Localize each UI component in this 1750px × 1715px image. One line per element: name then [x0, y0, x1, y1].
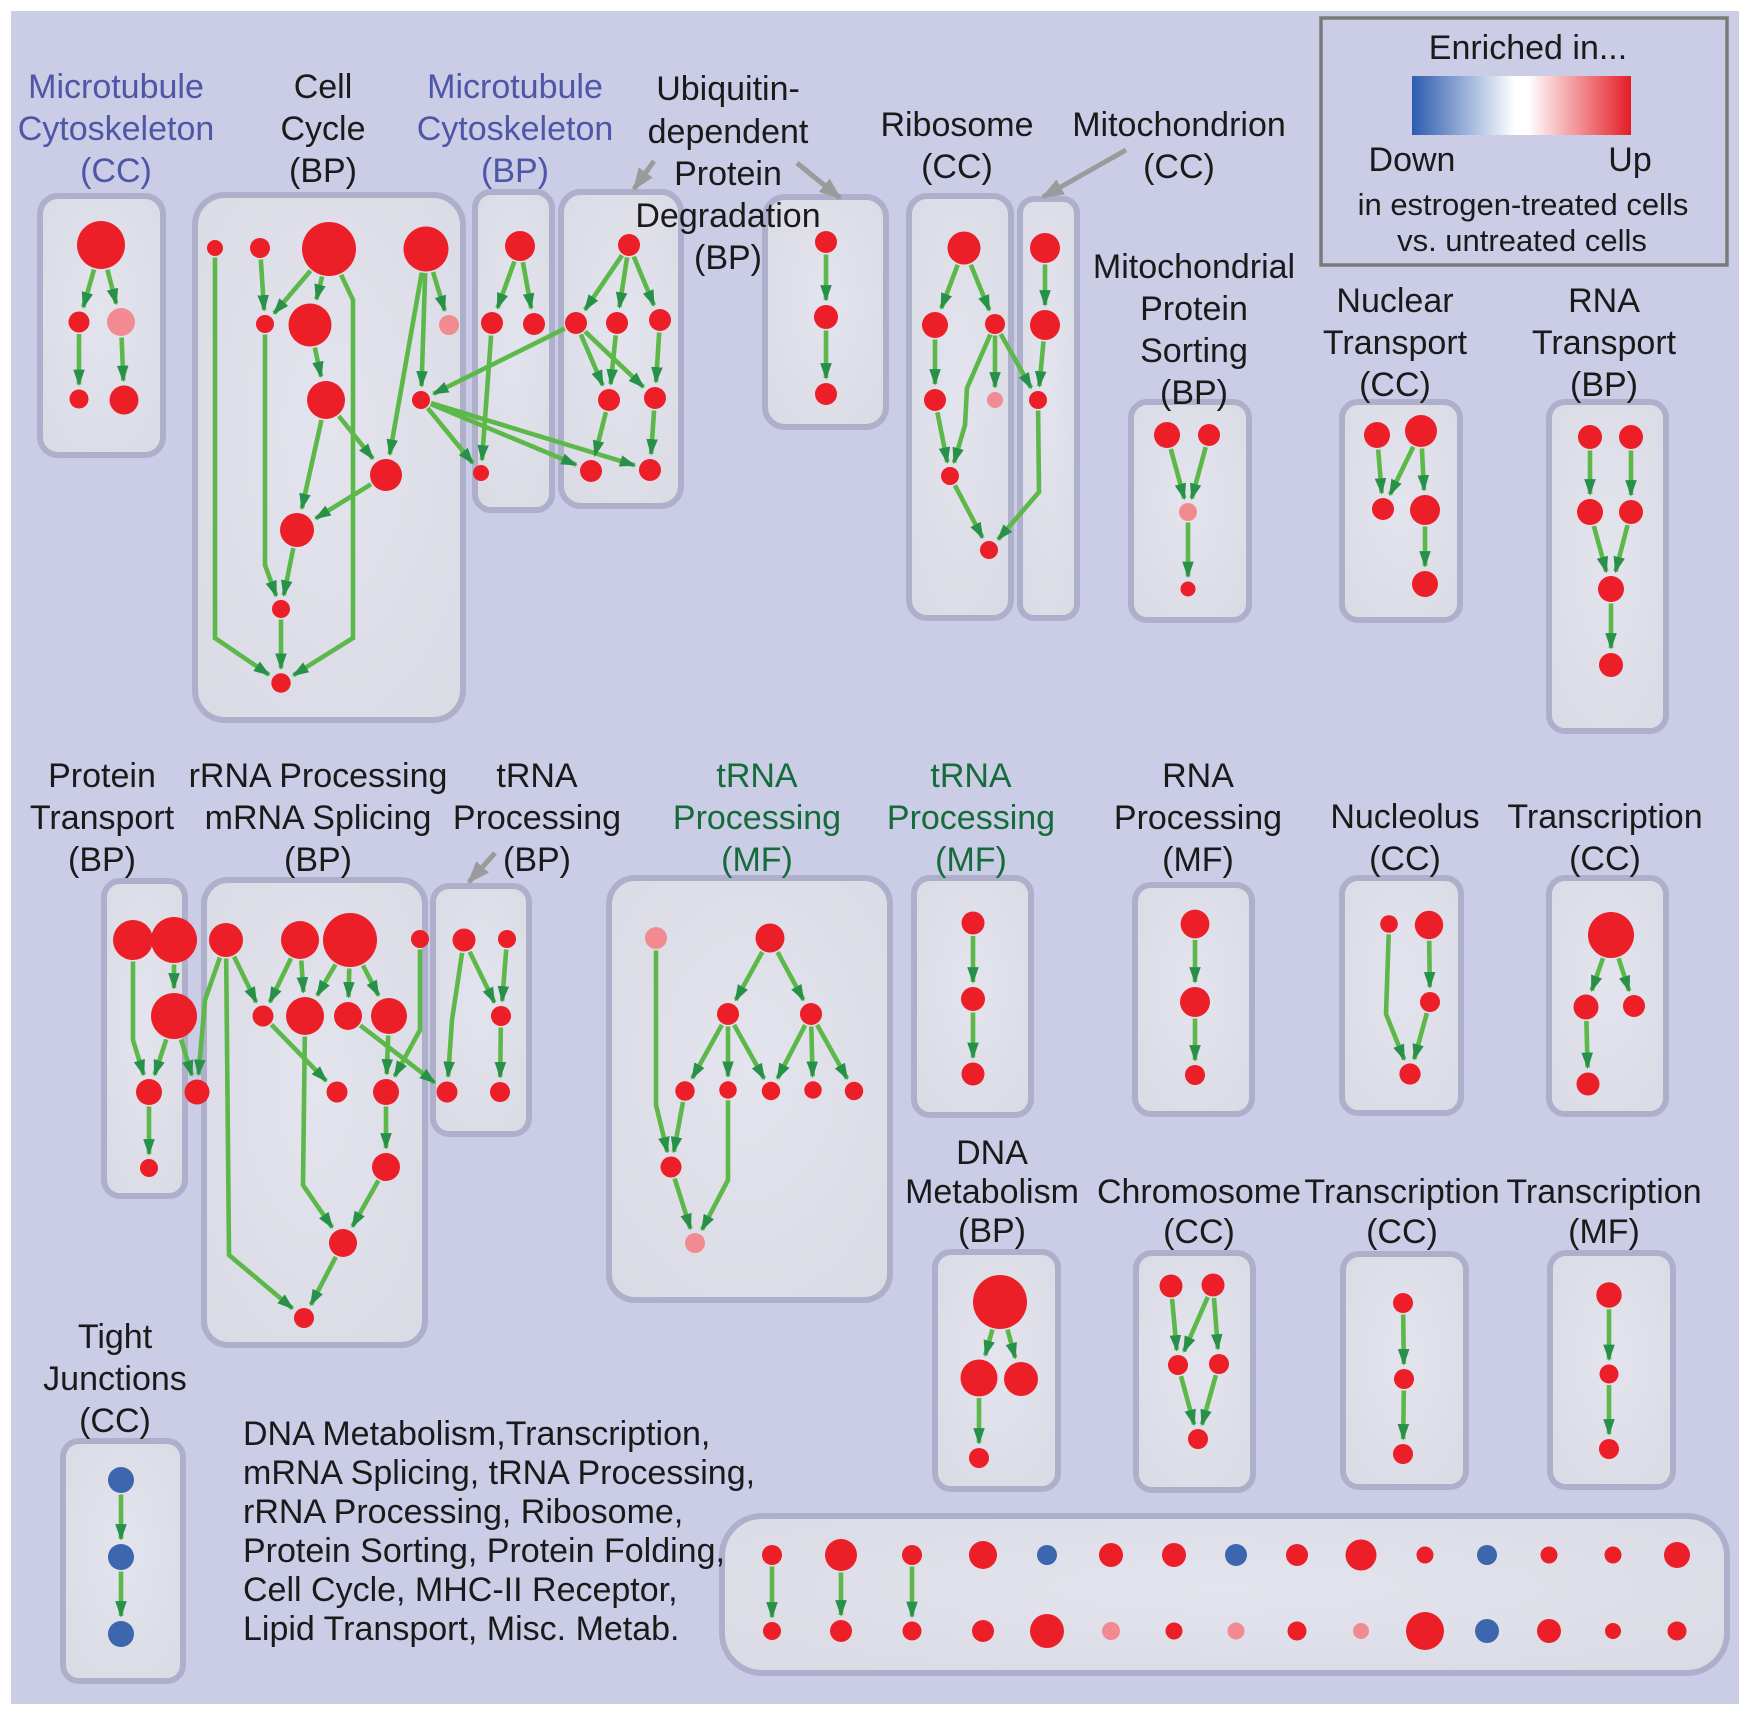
- svg-text:(MF): (MF): [1162, 841, 1234, 879]
- svg-text:(BP): (BP): [1570, 366, 1638, 404]
- svg-text:(CC): (CC): [80, 152, 152, 190]
- svg-text:tRNA: tRNA: [716, 757, 798, 795]
- svg-text:(BP): (BP): [68, 841, 136, 879]
- svg-text:mRNA Splicing, tRNA Processing: mRNA Splicing, tRNA Processing,: [243, 1454, 755, 1492]
- svg-text:Mitochondrion: Mitochondrion: [1072, 106, 1286, 144]
- svg-text:Processing: Processing: [673, 799, 841, 837]
- svg-text:Cycle: Cycle: [280, 110, 365, 148]
- svg-text:Chromosome: Chromosome: [1097, 1173, 1301, 1211]
- svg-text:(MF): (MF): [1568, 1213, 1640, 1251]
- svg-text:dependent: dependent: [648, 113, 809, 151]
- svg-text:Protein Sorting, Protein Foldi: Protein Sorting, Protein Folding,: [243, 1532, 725, 1570]
- svg-text:Transcription: Transcription: [1304, 1173, 1499, 1211]
- svg-text:RNA: RNA: [1568, 282, 1640, 320]
- svg-text:tRNA: tRNA: [496, 757, 578, 795]
- svg-text:(BP): (BP): [694, 239, 762, 277]
- svg-text:(CC): (CC): [1163, 1213, 1235, 1251]
- svg-text:Processing: Processing: [1114, 799, 1282, 837]
- svg-text:(BP): (BP): [284, 841, 352, 879]
- svg-text:Nuclear: Nuclear: [1336, 282, 1453, 320]
- svg-text:(CC): (CC): [1569, 840, 1641, 878]
- svg-text:Protein: Protein: [674, 155, 782, 193]
- svg-text:Transcription: Transcription: [1506, 1173, 1701, 1211]
- svg-text:(BP): (BP): [1160, 374, 1228, 412]
- svg-text:Transport: Transport: [1323, 324, 1468, 362]
- svg-text:Up: Up: [1608, 141, 1651, 179]
- svg-text:Transport: Transport: [30, 799, 175, 837]
- svg-text:Mitochondrial: Mitochondrial: [1093, 248, 1295, 286]
- svg-text:Microtubule: Microtubule: [427, 68, 603, 106]
- svg-text:Enriched in...: Enriched in...: [1429, 29, 1627, 67]
- svg-text:(BP): (BP): [481, 152, 549, 190]
- svg-text:(CC): (CC): [1143, 148, 1215, 186]
- svg-text:(CC): (CC): [1369, 840, 1441, 878]
- svg-text:DNA: DNA: [956, 1134, 1028, 1172]
- svg-text:Nucleolus: Nucleolus: [1330, 798, 1479, 836]
- svg-text:Sorting: Sorting: [1140, 332, 1248, 370]
- svg-text:(MF): (MF): [935, 841, 1007, 879]
- svg-text:mRNA Splicing: mRNA Splicing: [205, 799, 432, 837]
- svg-text:rRNA Processing, Ribosome,: rRNA Processing, Ribosome,: [243, 1493, 683, 1531]
- svg-text:Down: Down: [1369, 141, 1456, 179]
- svg-text:tRNA: tRNA: [930, 757, 1012, 795]
- svg-text:in estrogen-treated cells: in estrogen-treated cells: [1358, 187, 1689, 222]
- svg-text:vs. untreated cells: vs. untreated cells: [1397, 223, 1647, 258]
- svg-text:Metabolism: Metabolism: [905, 1173, 1079, 1211]
- svg-text:(CC): (CC): [1359, 366, 1431, 404]
- svg-text:(CC): (CC): [1366, 1213, 1438, 1251]
- svg-text:Protein: Protein: [1140, 290, 1248, 328]
- svg-text:(MF): (MF): [721, 841, 793, 879]
- svg-text:DNA Metabolism,Transcription,: DNA Metabolism,Transcription,: [243, 1415, 710, 1453]
- svg-text:(CC): (CC): [79, 1402, 151, 1440]
- svg-text:Transcription: Transcription: [1507, 798, 1702, 836]
- svg-text:Ubiquitin-: Ubiquitin-: [656, 70, 800, 108]
- svg-text:Cell Cycle, MHC-II Receptor,: Cell Cycle, MHC-II Receptor,: [243, 1571, 678, 1609]
- svg-text:rRNA Processing: rRNA Processing: [189, 757, 448, 795]
- svg-text:(BP): (BP): [289, 152, 357, 190]
- svg-text:Junctions: Junctions: [43, 1360, 187, 1398]
- svg-text:(CC): (CC): [921, 148, 993, 186]
- svg-text:Transport: Transport: [1532, 324, 1677, 362]
- svg-text:Degradation: Degradation: [635, 197, 820, 235]
- svg-text:Microtubule: Microtubule: [28, 68, 204, 106]
- svg-text:Lipid Transport, Misc. Metab.: Lipid Transport, Misc. Metab.: [243, 1610, 680, 1648]
- svg-text:(BP): (BP): [958, 1212, 1026, 1250]
- svg-text:Processing: Processing: [887, 799, 1055, 837]
- svg-text:RNA: RNA: [1162, 757, 1234, 795]
- svg-text:Processing: Processing: [453, 799, 621, 837]
- svg-text:Ribosome: Ribosome: [880, 106, 1033, 144]
- svg-text:Tight: Tight: [78, 1318, 153, 1356]
- svg-text:Cytoskeleton: Cytoskeleton: [18, 110, 215, 148]
- svg-text:Cytoskeleton: Cytoskeleton: [417, 110, 614, 148]
- svg-text:Protein: Protein: [48, 757, 156, 795]
- svg-text:Cell: Cell: [294, 68, 353, 106]
- svg-text:(BP): (BP): [503, 841, 571, 879]
